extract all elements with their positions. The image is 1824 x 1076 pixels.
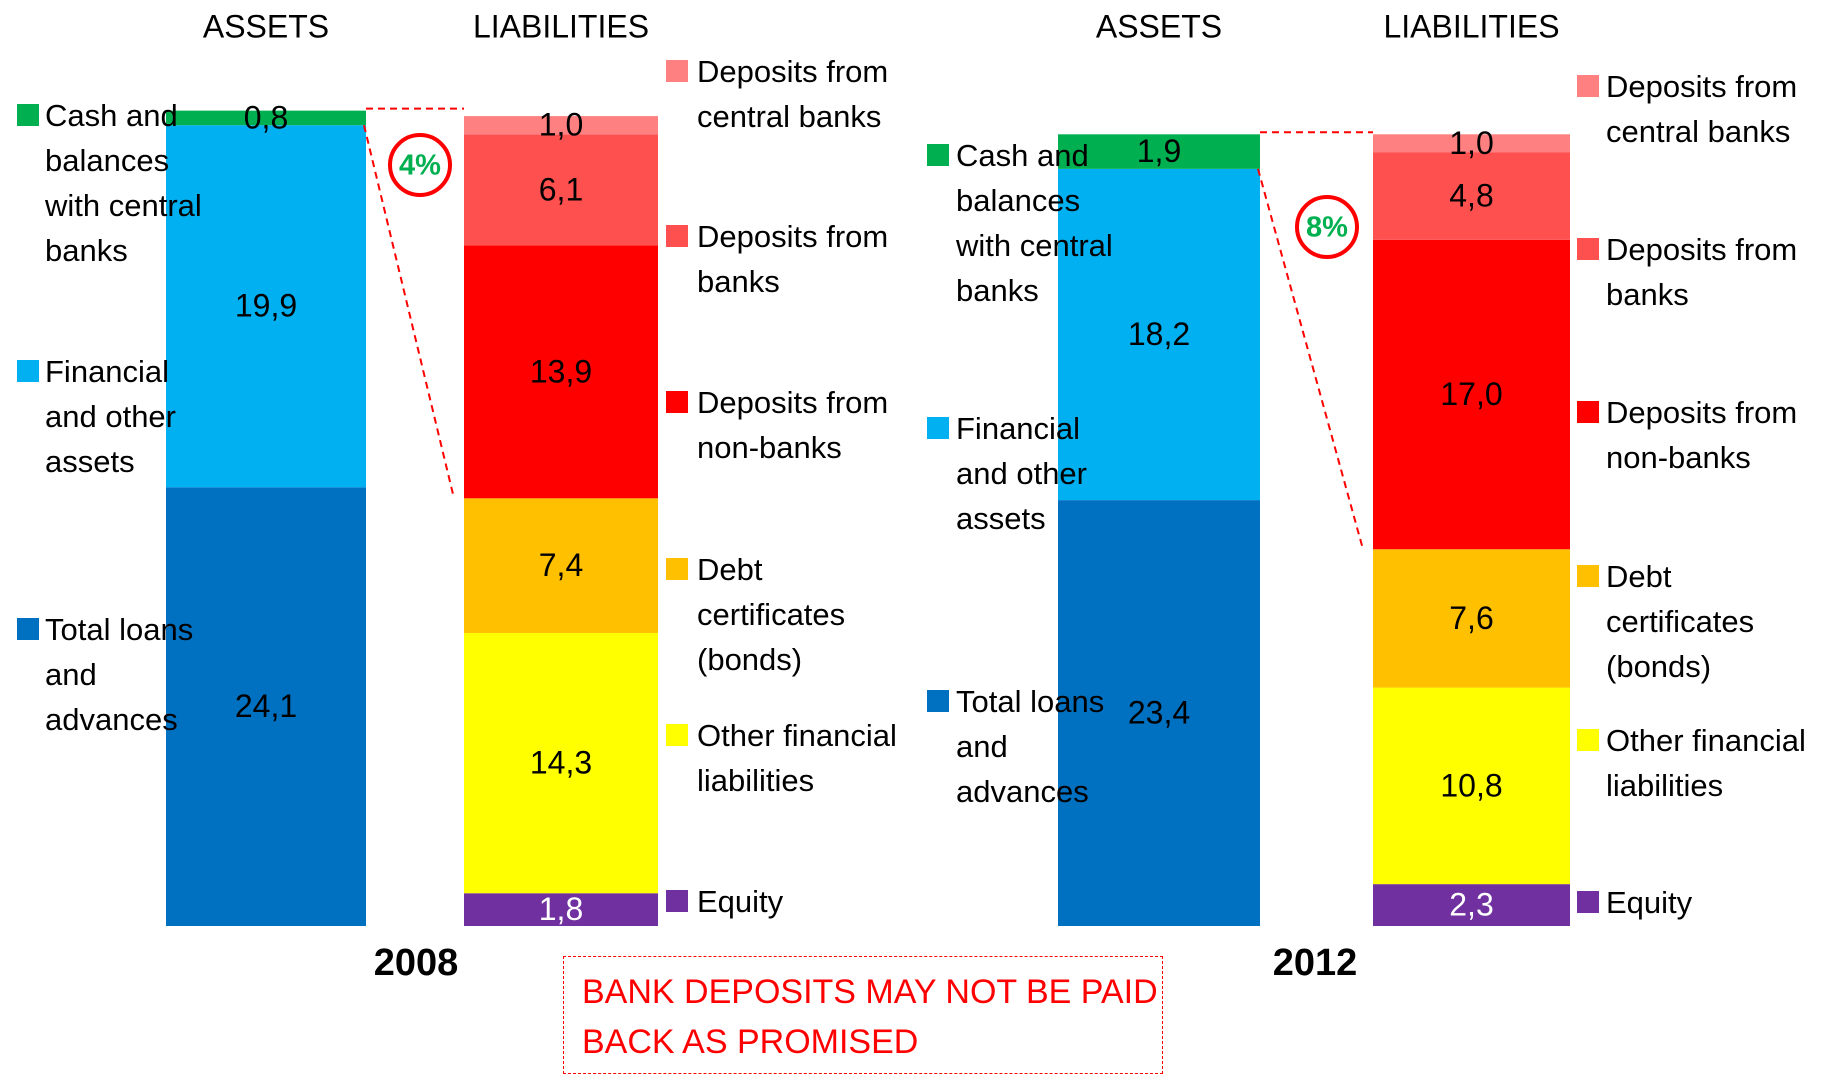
data-label: 7,6: [1449, 600, 1493, 636]
bar-segment: [1058, 500, 1260, 926]
data-label: 23,4: [1128, 695, 1190, 731]
data-label: 13,9: [530, 353, 592, 389]
data-label: 2,3: [1449, 887, 1493, 923]
legend-swatch: [927, 417, 949, 439]
bar-segment: [464, 632, 658, 894]
legend-swatch: [17, 618, 39, 640]
bracket-line: [363, 124, 455, 499]
column-title: ASSETS: [1096, 8, 1222, 44]
data-label: 14,3: [530, 745, 592, 781]
legend-label: Cash and balances with central banks: [45, 97, 202, 268]
bar-segment: [464, 498, 658, 633]
legend-swatch: [1577, 401, 1599, 423]
legend-label: Equity: [697, 883, 784, 919]
data-label: 4,8: [1449, 178, 1493, 214]
legend-label: Other financial liabilities: [1606, 722, 1806, 803]
bar-segment: [166, 487, 366, 926]
legend-swatch: [666, 391, 688, 413]
legend-label: Financial and other assets: [45, 353, 176, 479]
legend-label: Equity: [1606, 884, 1693, 920]
year-label: 2008: [374, 942, 459, 984]
bar-segment: [464, 245, 658, 499]
bar-segment: [1373, 152, 1570, 240]
annotation-circle: [388, 133, 452, 197]
bar-segment: [1373, 687, 1570, 885]
data-label: 24,1: [235, 688, 297, 724]
legend-label: Deposits from banks: [697, 218, 889, 299]
legend-swatch: [927, 690, 949, 712]
annotation: 4%: [399, 150, 441, 182]
legend-swatch: [17, 104, 39, 126]
annotation-circle: [1295, 195, 1359, 259]
legend-label: Deposits from central banks: [697, 53, 889, 134]
legend-label: Deposits from central banks: [1606, 68, 1798, 149]
data-label: 7,4: [539, 547, 583, 583]
annotation: 8%: [1306, 212, 1348, 244]
year-label: 2012: [1273, 942, 1358, 984]
bar-segment: [166, 125, 366, 488]
bar-segment: [1058, 134, 1260, 169]
data-label: 10,8: [1440, 767, 1502, 803]
legend-swatch: [1577, 891, 1599, 913]
legend-label: Deposits from non-banks: [697, 384, 889, 465]
legend-label: Debt certificates (bonds): [697, 551, 846, 677]
legend-label: Deposits from non-banks: [1606, 394, 1798, 475]
legend-swatch: [1577, 75, 1599, 97]
bar-segment: [464, 134, 658, 246]
column-title: LIABILITIES: [473, 8, 649, 44]
legend-swatch: [1577, 238, 1599, 260]
legend-swatch: [666, 724, 688, 746]
legend-swatch: [1577, 565, 1599, 587]
legend-label: Debt certificates (bonds): [1606, 558, 1755, 684]
legend-swatch: [1577, 729, 1599, 751]
data-label: 1,0: [539, 107, 583, 143]
legend-label: Total loans and advances: [956, 683, 1105, 809]
legend-swatch: [17, 360, 39, 382]
legend-label: Other financial liabilities: [697, 717, 897, 798]
column-title: LIABILITIES: [1383, 8, 1559, 44]
data-label: 1,9: [1137, 133, 1181, 169]
callout: BANK DEPOSITS MAY NOT BE PAID BACK AS PR…: [563, 956, 1163, 1074]
data-label: 19,9: [235, 288, 297, 324]
data-label: 17,0: [1440, 376, 1502, 412]
bar-segment: [166, 110, 366, 126]
legend-swatch: [927, 144, 949, 166]
data-label: 6,1: [539, 171, 583, 207]
bar-segment: [1373, 549, 1570, 688]
legend-label: Financial and other assets: [956, 410, 1087, 536]
bracket-line: [1257, 168, 1364, 550]
data-label: 1,8: [539, 891, 583, 927]
column-title: ASSETS: [203, 8, 329, 44]
bar-segment: [464, 893, 658, 926]
bar-segment: [1373, 134, 1570, 153]
legend-label: Total loans and advances: [45, 611, 194, 737]
legend-swatch: [666, 225, 688, 247]
bar-segment: [1373, 239, 1570, 550]
legend-swatch: [666, 890, 688, 912]
data-label: 18,2: [1128, 316, 1190, 352]
data-label: 1,0: [1449, 125, 1493, 161]
legend-label: Deposits from banks: [1606, 231, 1798, 312]
bar-segment: [1058, 168, 1260, 501]
data-label: 0,8: [244, 99, 288, 135]
bar-segment: [464, 116, 658, 135]
bar-segment: [1373, 884, 1570, 926]
legend-swatch: [666, 60, 688, 82]
legend-swatch: [666, 558, 688, 580]
legend-label: Cash and balances with central banks: [956, 137, 1113, 308]
